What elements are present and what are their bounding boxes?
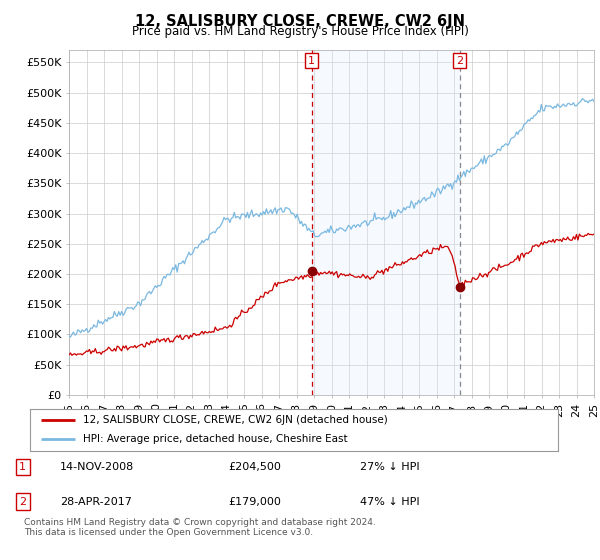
Text: Contains HM Land Registry data © Crown copyright and database right 2024.
This d: Contains HM Land Registry data © Crown c… [24,518,376,538]
Text: 12, SALISBURY CLOSE, CREWE, CW2 6JN: 12, SALISBURY CLOSE, CREWE, CW2 6JN [135,14,465,29]
Text: 2: 2 [19,497,26,507]
Text: HPI: Average price, detached house, Cheshire East: HPI: Average price, detached house, Ches… [83,435,347,445]
Text: £204,500: £204,500 [228,462,281,472]
Bar [312,50,460,395]
Text: 28-APR-2017: 28-APR-2017 [60,497,132,507]
Text: 14-NOV-2008: 14-NOV-2008 [60,462,134,472]
Text: £179,000: £179,000 [228,497,281,507]
Text: 1: 1 [308,55,315,66]
Text: 1: 1 [19,462,26,472]
Text: Price paid vs. HM Land Registry's House Price Index (HPI): Price paid vs. HM Land Registry's House … [131,25,469,38]
Text: 2: 2 [456,55,463,66]
Text: 27% ↓ HPI: 27% ↓ HPI [360,462,419,472]
Text: 47% ↓ HPI: 47% ↓ HPI [360,497,419,507]
Text: 12, SALISBURY CLOSE, CREWE, CW2 6JN (detached house): 12, SALISBURY CLOSE, CREWE, CW2 6JN (det… [83,415,388,425]
